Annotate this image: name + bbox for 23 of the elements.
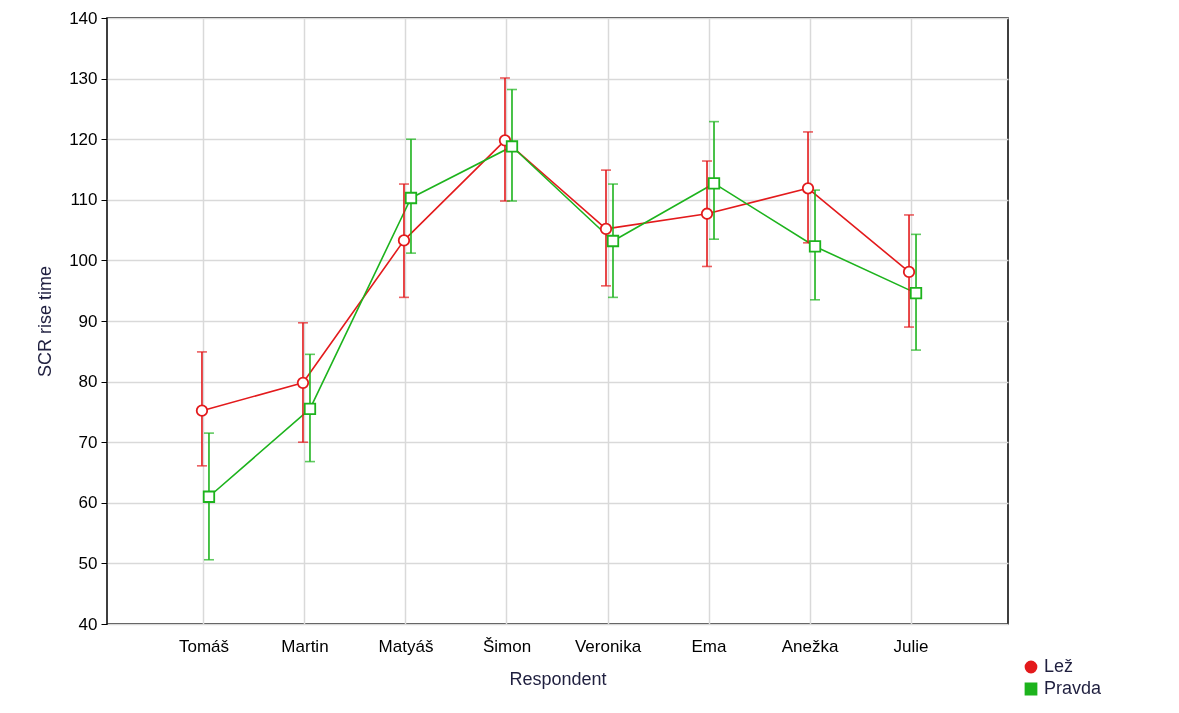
- y-tick-label: 120: [69, 129, 98, 149]
- x-tick-label: Šimon: [482, 636, 532, 656]
- y-tick-label: 60: [78, 493, 98, 513]
- x-tick-label: Matyáš: [378, 636, 434, 656]
- y-tick-label: 100: [69, 250, 98, 270]
- y-tick-label: 110: [70, 190, 98, 210]
- x-tick-label: Martin: [281, 636, 329, 656]
- y-tick-label: 80: [78, 372, 98, 392]
- x-tick-label: Veronika: [574, 636, 642, 656]
- y-tick-label: 90: [78, 311, 98, 331]
- x-tick-label: Tomáš: [178, 636, 230, 656]
- legend-label: Pravda: [1044, 678, 1103, 698]
- y-tick-label: 40: [78, 614, 98, 634]
- x-axis-title: Respondent: [509, 668, 607, 689]
- x-tick-label: Anežka: [781, 636, 839, 656]
- x-tick-label: Julie: [893, 636, 929, 656]
- y-axis-title: SCR rise time: [35, 265, 56, 378]
- y-tick-label: 70: [78, 432, 98, 452]
- legend-label: Lež: [1044, 656, 1074, 676]
- y-tick-label: 50: [78, 553, 98, 573]
- y-tick-label: 130: [69, 69, 98, 89]
- y-tick-label: 140: [69, 8, 98, 28]
- x-tick-label: Ema: [691, 636, 728, 656]
